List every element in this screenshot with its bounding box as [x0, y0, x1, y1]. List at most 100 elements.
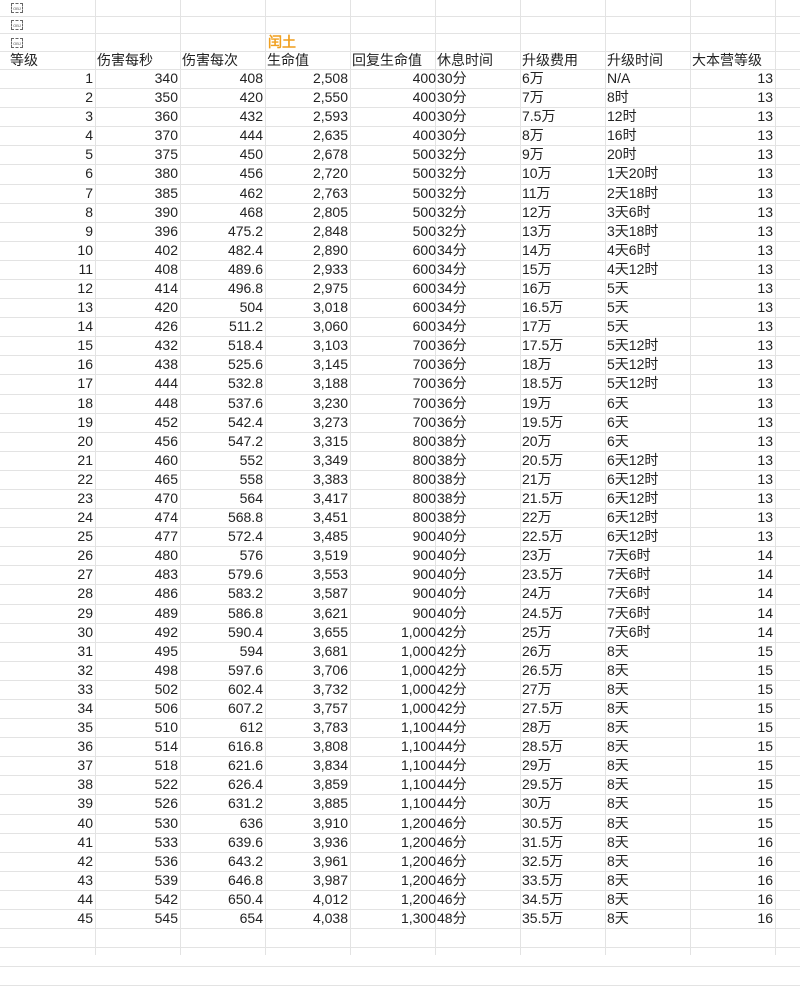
cell-upgrade-time[interactable]: N/A: [607, 70, 631, 86]
cell-regen[interactable]: 600: [412, 280, 436, 296]
cell-regen[interactable]: 700: [412, 414, 436, 430]
cell-hitpoints[interactable]: 2,678: [312, 146, 348, 162]
cell-townhall-level[interactable]: 16: [757, 872, 773, 888]
cell-upgrade-time[interactable]: 12时: [607, 108, 637, 124]
cell-rest-time[interactable]: 38分: [437, 490, 467, 506]
cell-townhall-level[interactable]: 13: [757, 528, 773, 544]
cell-damage-per-hit[interactable]: 631.2: [227, 795, 263, 811]
cell-damage-per-hit[interactable]: 612: [239, 719, 263, 735]
cell-upgrade-time[interactable]: 6天12时: [607, 528, 659, 544]
cell-rest-time[interactable]: 40分: [437, 605, 467, 621]
cell-hitpoints[interactable]: 3,485: [312, 528, 348, 544]
cell-townhall-level[interactable]: 13: [757, 146, 773, 162]
cell-rest-time[interactable]: 30分: [437, 108, 467, 124]
embedded-object-icon[interactable]: OBJ: [11, 3, 23, 13]
cell-hitpoints[interactable]: 3,834: [312, 757, 348, 773]
cell-rest-time[interactable]: 46分: [437, 853, 467, 869]
cell-upgrade-cost[interactable]: 31.5万: [522, 834, 564, 850]
cell-regen[interactable]: 400: [412, 108, 436, 124]
cell-dps[interactable]: 448: [154, 395, 178, 411]
cell-level[interactable]: 24: [77, 509, 93, 525]
cell-hitpoints[interactable]: 4,012: [312, 891, 348, 907]
cell-level[interactable]: 28: [77, 585, 93, 601]
cell-upgrade-time[interactable]: 3天6时: [607, 204, 651, 220]
cell-hitpoints[interactable]: 2,890: [312, 242, 348, 258]
cell-level[interactable]: 13: [77, 299, 93, 315]
cell-upgrade-time[interactable]: 6天: [607, 395, 629, 411]
cell-hitpoints[interactable]: 2,805: [312, 204, 348, 220]
cell-regen[interactable]: 800: [412, 490, 436, 506]
cell-upgrade-time[interactable]: 8天: [607, 891, 629, 907]
embedded-object-icon[interactable]: OBJ: [11, 38, 23, 48]
cell-townhall-level[interactable]: 13: [757, 204, 773, 220]
cell-upgrade-time[interactable]: 16时: [607, 127, 637, 143]
cell-upgrade-time[interactable]: 8天: [607, 834, 629, 850]
cell-rest-time[interactable]: 32分: [437, 185, 467, 201]
cell-regen[interactable]: 1,000: [400, 643, 436, 659]
cell-upgrade-cost[interactable]: 10万: [522, 165, 552, 181]
cell-dps[interactable]: 375: [154, 146, 178, 162]
cell-regen[interactable]: 700: [412, 337, 436, 353]
cell-damage-per-hit[interactable]: 586.8: [227, 605, 263, 621]
cell-regen[interactable]: 800: [412, 471, 436, 487]
cell-level[interactable]: 22: [77, 471, 93, 487]
cell-level[interactable]: 10: [77, 242, 93, 258]
cell-regen[interactable]: 600: [412, 318, 436, 334]
cell-townhall-level[interactable]: 16: [757, 910, 773, 926]
cell-level[interactable]: 14: [77, 318, 93, 334]
cell-dps[interactable]: 385: [154, 185, 178, 201]
cell-regen[interactable]: 800: [412, 452, 436, 468]
cell-regen[interactable]: 800: [412, 433, 436, 449]
cell-rest-time[interactable]: 30分: [437, 89, 467, 105]
cell-upgrade-time[interactable]: 20时: [607, 146, 637, 162]
cell-level[interactable]: 29: [77, 605, 93, 621]
cell-dps[interactable]: 502: [154, 681, 178, 697]
cell-upgrade-time[interactable]: 6天12时: [607, 452, 659, 468]
cell-hitpoints[interactable]: 2,848: [312, 223, 348, 239]
cell-dps[interactable]: 542: [154, 891, 178, 907]
cell-upgrade-cost[interactable]: 24万: [522, 585, 552, 601]
cell-dps[interactable]: 396: [154, 223, 178, 239]
embedded-object-icon[interactable]: OBJ: [11, 20, 23, 30]
cell-rest-time[interactable]: 38分: [437, 509, 467, 525]
cell-rest-time[interactable]: 46分: [437, 815, 467, 831]
cell-upgrade-cost[interactable]: 12万: [522, 204, 552, 220]
cell-regen[interactable]: 1,100: [400, 757, 436, 773]
cell-townhall-level[interactable]: 14: [757, 624, 773, 640]
cell-townhall-level[interactable]: 13: [757, 127, 773, 143]
cell-regen[interactable]: 1,000: [400, 681, 436, 697]
cell-rest-time[interactable]: 44分: [437, 776, 467, 792]
cell-townhall-level[interactable]: 13: [757, 337, 773, 353]
cell-townhall-level[interactable]: 14: [757, 547, 773, 563]
cell-upgrade-cost[interactable]: 6万: [522, 70, 544, 86]
cell-damage-per-hit[interactable]: 482.4: [227, 242, 263, 258]
cell-damage-per-hit[interactable]: 636: [239, 815, 263, 831]
cell-regen[interactable]: 600: [412, 242, 436, 258]
cell-damage-per-hit[interactable]: 643.2: [227, 853, 263, 869]
cell-upgrade-cost[interactable]: 18万: [522, 356, 552, 372]
cell-hitpoints[interactable]: 3,587: [312, 585, 348, 601]
cell-dps[interactable]: 470: [154, 490, 178, 506]
cell-level[interactable]: 4: [85, 127, 93, 143]
cell-level[interactable]: 34: [77, 700, 93, 716]
cell-townhall-level[interactable]: 13: [757, 414, 773, 430]
cell-regen[interactable]: 600: [412, 261, 436, 277]
cell-regen[interactable]: 1,200: [400, 815, 436, 831]
cell-hitpoints[interactable]: 2,550: [312, 89, 348, 105]
cell-townhall-level[interactable]: 15: [757, 757, 773, 773]
cell-level[interactable]: 39: [77, 795, 93, 811]
cell-townhall-level[interactable]: 15: [757, 738, 773, 754]
cell-rest-time[interactable]: 32分: [437, 204, 467, 220]
cell-dps[interactable]: 408: [154, 261, 178, 277]
cell-damage-per-hit[interactable]: 511.2: [229, 318, 263, 334]
cell-level[interactable]: 18: [77, 395, 93, 411]
cell-dps[interactable]: 402: [154, 242, 178, 258]
cell-damage-per-hit[interactable]: 654: [239, 910, 263, 926]
cell-upgrade-cost[interactable]: 11万: [522, 185, 551, 201]
cell-level[interactable]: 35: [77, 719, 93, 735]
cell-dps[interactable]: 539: [154, 872, 178, 888]
cell-upgrade-cost[interactable]: 15万: [522, 261, 552, 277]
cell-upgrade-time[interactable]: 7天6时: [607, 624, 651, 640]
cell-upgrade-time[interactable]: 5天12时: [607, 375, 659, 391]
cell-damage-per-hit[interactable]: 542.4: [227, 414, 263, 430]
